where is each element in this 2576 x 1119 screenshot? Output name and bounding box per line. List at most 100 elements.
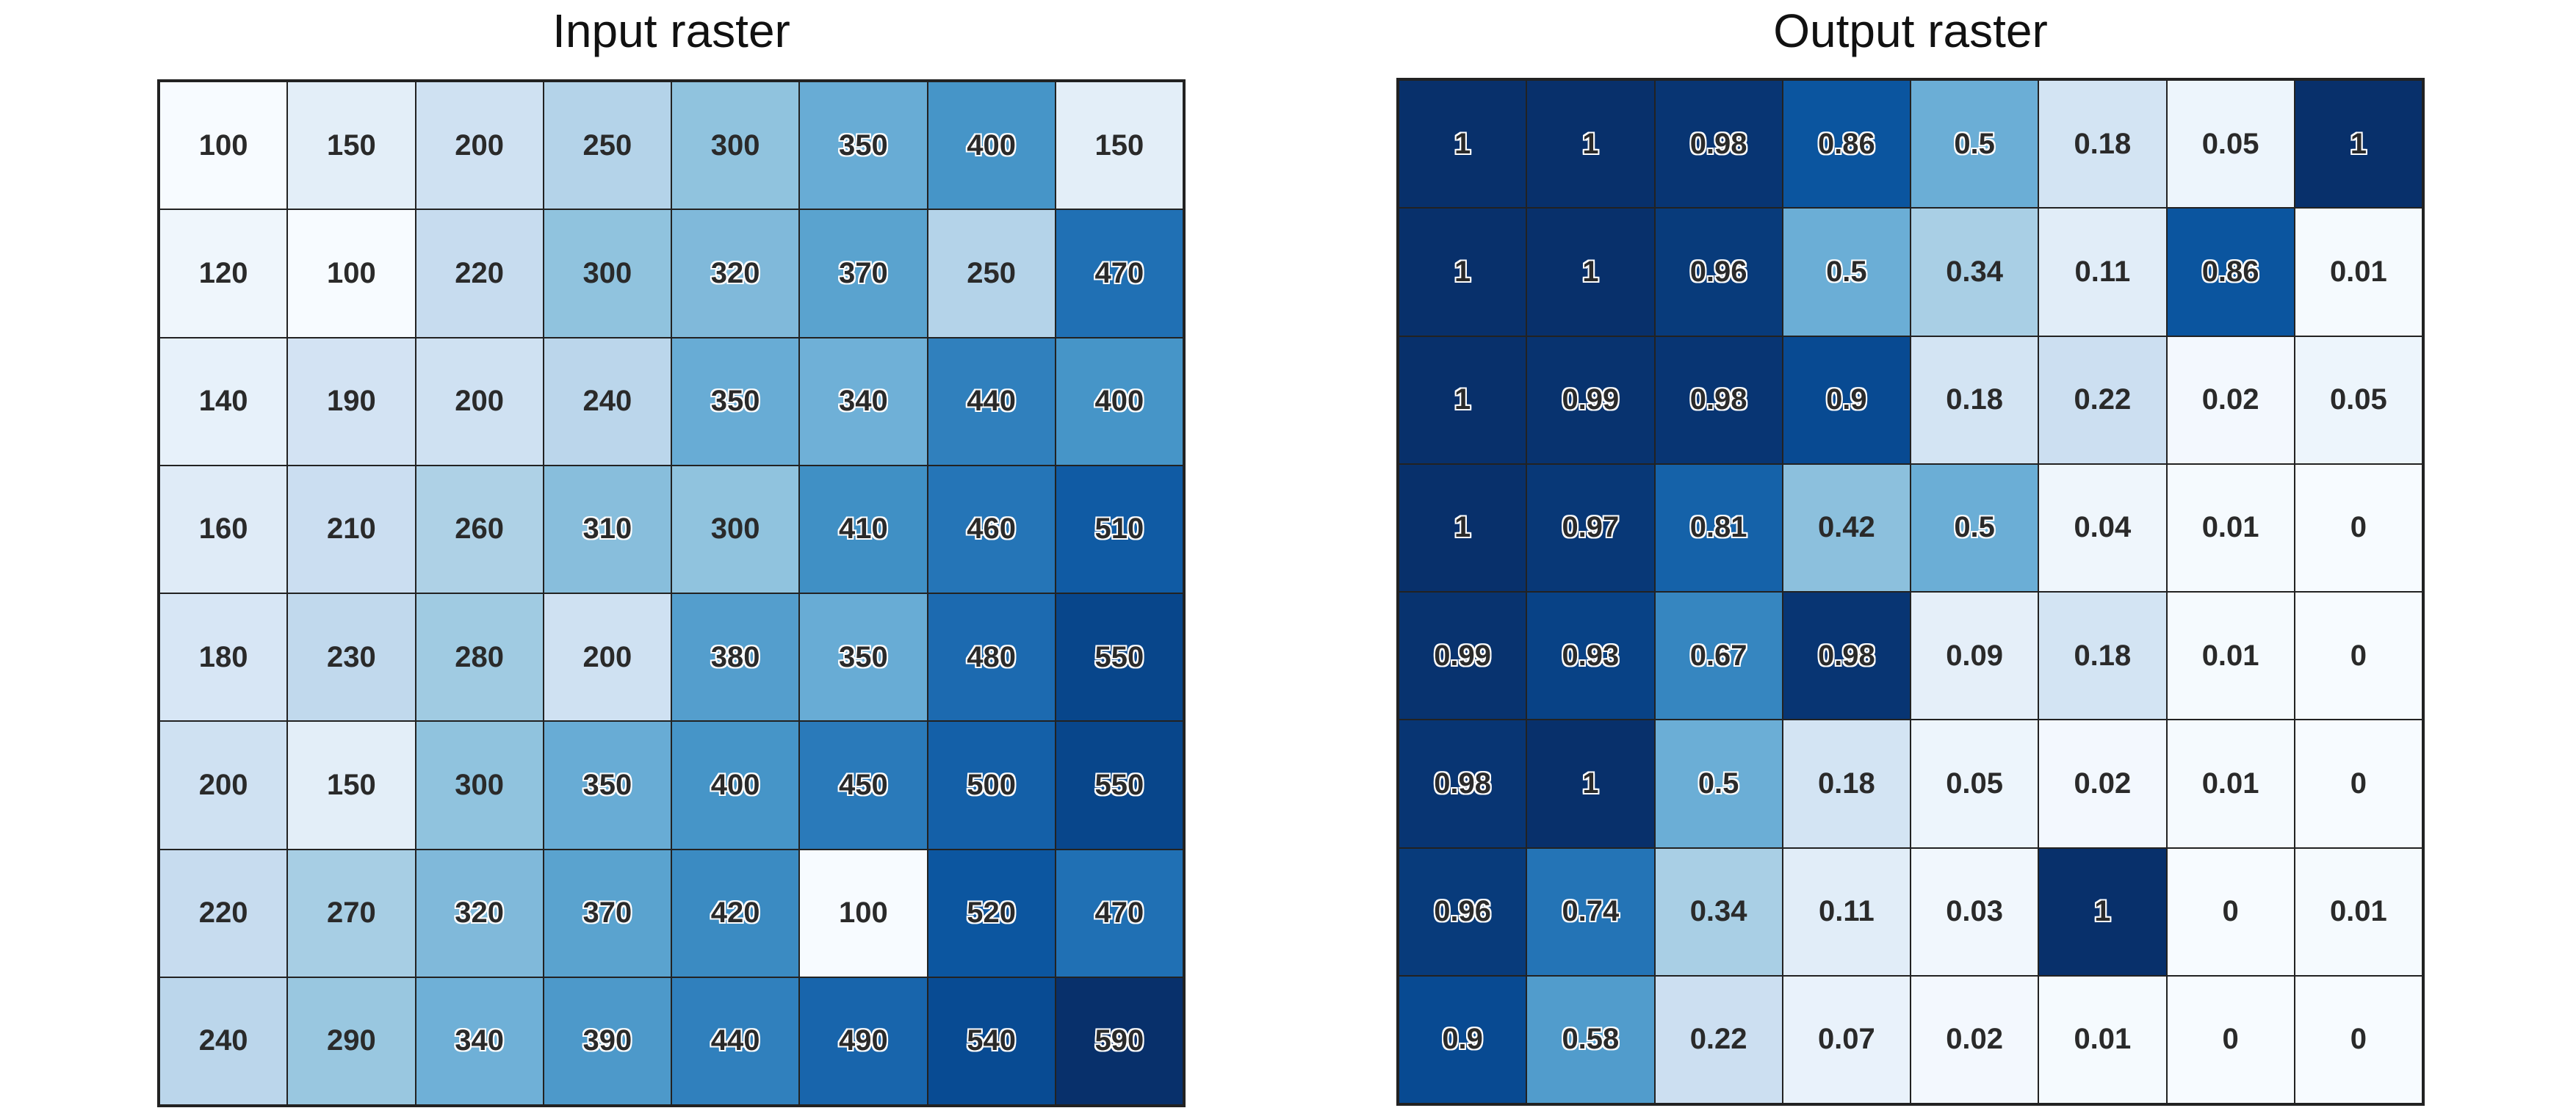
output-raster-cell-r3-c1: 0.97 [1526, 463, 1655, 592]
output-raster-cell-r7-c0: 0.9 [1399, 975, 1527, 1104]
output-raster-cell-r5-c1: 1 [1526, 720, 1655, 848]
output-raster-title: Output raster [1773, 4, 2048, 57]
output-raster-cell-r6-c4: 0.03 [1911, 847, 2039, 976]
input-raster-cell-r3-c5: 410 [799, 465, 928, 593]
input-raster-cell-r6-c6: 520 [927, 849, 1056, 977]
output-raster-cell-r3-c7: 0 [2294, 463, 2422, 592]
input-raster-cell-r7-c0: 240 [159, 977, 288, 1105]
input-raster-cell-r4-c5: 350 [799, 593, 928, 722]
output-raster-cell-r7-c6: 0 [2166, 975, 2295, 1104]
input-raster-cell-r0-c0: 100 [159, 82, 288, 210]
input-raster-cell-r1-c2: 220 [415, 209, 544, 338]
output-raster-cell-r5-c5: 0.02 [2038, 720, 2167, 848]
output-raster-cell-r7-c5: 0.01 [2038, 975, 2167, 1104]
input-raster-cell-r5-c3: 350 [543, 721, 671, 850]
output-raster-cell-r5-c3: 0.18 [1782, 720, 1911, 848]
output-raster-cell-r1-c5: 0.11 [2038, 208, 2167, 336]
output-raster-cell-r2-c2: 0.98 [1654, 336, 1783, 464]
input-raster-cell-r0-c4: 300 [671, 82, 800, 210]
input-raster-cell-r2-c4: 350 [671, 337, 800, 466]
input-raster-cell-r2-c6: 440 [927, 337, 1056, 466]
output-raster-cell-r2-c0: 1 [1399, 336, 1527, 464]
output-raster-cell-r3-c4: 0.5 [1911, 463, 2039, 592]
output-raster-cell-r0-c1: 1 [1526, 80, 1655, 209]
output-raster-cell-r3-c6: 0.01 [2166, 463, 2295, 592]
output-raster-cell-r6-c0: 0.96 [1399, 847, 1527, 976]
input-raster-cell-r6-c4: 420 [671, 849, 800, 977]
output-raster-cell-r0-c4: 0.5 [1911, 80, 2039, 209]
input-raster-cell-r1-c4: 320 [671, 209, 800, 338]
input-raster-cell-r3-c0: 160 [159, 465, 288, 593]
input-raster-cell-r7-c5: 490 [799, 977, 928, 1105]
input-raster-cell-r1-c1: 100 [287, 209, 416, 338]
output-raster-cell-r7-c7: 0 [2294, 975, 2422, 1104]
output-raster-cell-r5-c4: 0.05 [1911, 720, 2039, 848]
input-raster-cell-r4-c1: 230 [287, 593, 416, 722]
output-raster-cell-r7-c3: 0.07 [1782, 975, 1911, 1104]
output-raster-cell-r4-c4: 0.09 [1911, 592, 2039, 720]
output-raster-cell-r1-c6: 0.86 [2166, 208, 2295, 336]
output-raster-cell-r0-c3: 0.86 [1782, 80, 1911, 209]
output-raster-cell-r4-c1: 0.93 [1526, 592, 1655, 720]
output-raster-cell-r5-c7: 0 [2294, 720, 2422, 848]
input-raster-cell-r3-c3: 310 [543, 465, 671, 593]
input-raster-cell-r5-c1: 150 [287, 721, 416, 850]
input-raster-cell-r1-c6: 250 [927, 209, 1056, 338]
input-raster-cell-r5-c0: 200 [159, 721, 288, 850]
input-raster-cell-r5-c7: 550 [1055, 721, 1183, 850]
output-raster-cell-r4-c6: 0.01 [2166, 592, 2295, 720]
output-raster-cell-r6-c3: 0.11 [1782, 847, 1911, 976]
output-raster-cell-r7-c1: 0.58 [1526, 975, 1655, 1104]
input-raster-cell-r2-c7: 400 [1055, 337, 1183, 466]
output-raster-cell-r3-c2: 0.81 [1654, 463, 1783, 592]
input-raster-heatmap: 100 150 200 250 300 350 400 150 120 100 220 300 320 3… [157, 79, 1186, 1107]
input-raster-cell-r2-c0: 140 [159, 337, 288, 466]
input-raster-cell-r1-c3: 300 [543, 209, 671, 338]
input-raster-cell-r1-c7: 470 [1055, 209, 1183, 338]
input-raster-cell-r0-c2: 200 [415, 82, 544, 210]
input-raster-cell-r5-c6: 500 [927, 721, 1056, 850]
input-raster-cell-r5-c4: 400 [671, 721, 800, 850]
input-raster-cell-r4-c2: 280 [415, 593, 544, 722]
input-raster-cell-r0-c5: 350 [799, 82, 928, 210]
input-raster-cell-r1-c5: 370 [799, 209, 928, 338]
input-raster-cell-r7-c1: 290 [287, 977, 416, 1105]
input-raster-cell-r0-c6: 400 [927, 82, 1056, 210]
output-raster-cell-r3-c3: 0.42 [1782, 463, 1911, 592]
output-raster-cell-r2-c1: 0.99 [1526, 336, 1655, 464]
input-raster-cell-r2-c3: 240 [543, 337, 671, 466]
input-raster-cell-r3-c6: 460 [927, 465, 1056, 593]
output-raster-cell-r5-c0: 0.98 [1399, 720, 1527, 848]
input-raster-cell-r7-c4: 440 [671, 977, 800, 1105]
output-raster-cell-r2-c3: 0.9 [1782, 336, 1911, 464]
output-raster-cell-r4-c5: 0.18 [2038, 592, 2167, 720]
input-raster-cell-r4-c3: 200 [543, 593, 671, 722]
output-raster-cell-r0-c2: 0.98 [1654, 80, 1783, 209]
input-raster-cell-r2-c1: 190 [287, 337, 416, 466]
input-raster-cell-r3-c4: 300 [671, 465, 800, 593]
input-raster-cell-r7-c3: 390 [543, 977, 671, 1105]
input-raster-cell-r3-c1: 210 [287, 465, 416, 593]
output-raster-cell-r4-c2: 0.67 [1654, 592, 1783, 720]
output-raster-cell-r2-c4: 0.18 [1911, 336, 2039, 464]
input-raster-cell-r5-c2: 300 [415, 721, 544, 850]
output-raster-cell-r2-c7: 0.05 [2294, 336, 2422, 464]
output-raster-cell-r1-c3: 0.5 [1782, 208, 1911, 336]
output-raster-cell-r4-c0: 0.99 [1399, 592, 1527, 720]
input-raster-cell-r0-c1: 150 [287, 82, 416, 210]
input-raster-cell-r3-c2: 260 [415, 465, 544, 593]
input-raster-cell-r6-c0: 220 [159, 849, 288, 977]
input-raster-cell-r4-c7: 550 [1055, 593, 1183, 722]
output-raster-cell-r6-c1: 0.74 [1526, 847, 1655, 976]
input-raster-cell-r4-c6: 480 [927, 593, 1056, 722]
input-raster-cell-r6-c7: 470 [1055, 849, 1183, 977]
output-raster-cell-r5-c6: 0.01 [2166, 720, 2295, 848]
output-raster-cell-r0-c5: 0.18 [2038, 80, 2167, 209]
output-raster-cell-r1-c2: 0.96 [1654, 208, 1783, 336]
output-raster-cell-r2-c5: 0.22 [2038, 336, 2167, 464]
output-raster-cell-r7-c2: 0.22 [1654, 975, 1783, 1104]
output-raster-cell-r3-c5: 0.04 [2038, 463, 2167, 592]
input-raster-cell-r3-c7: 510 [1055, 465, 1183, 593]
input-raster-cell-r6-c1: 270 [287, 849, 416, 977]
output-raster-cell-r6-c7: 0.01 [2294, 847, 2422, 976]
